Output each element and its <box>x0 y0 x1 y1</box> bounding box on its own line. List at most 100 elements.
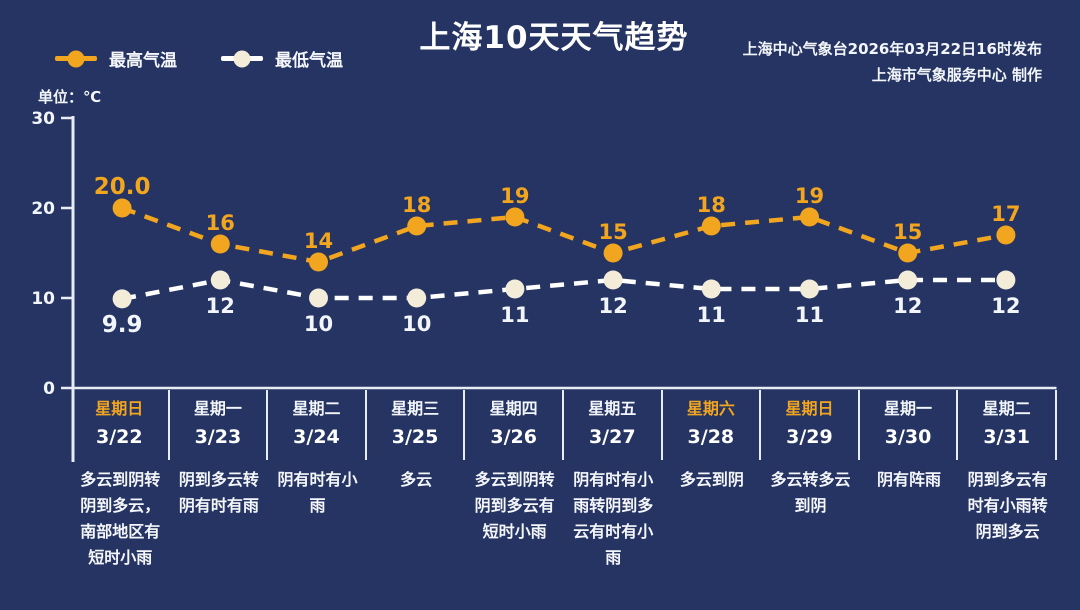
day-cell: 星期五 3/27 <box>564 390 663 460</box>
weekday-label: 星期三 <box>391 399 440 418</box>
low-temp-value-label: 9.9 <box>102 312 143 338</box>
legend-item-high-temp: 最高气温 <box>55 46 177 71</box>
low-temp-marker <box>309 288 328 308</box>
low-temp-value-label: 12 <box>991 294 1020 318</box>
day-cell: 星期一 3/23 <box>170 390 269 460</box>
issued-line: 上海中心气象台2026年03月22日16时发布 <box>742 40 1042 58</box>
legend: 最高气温 最低气温 <box>55 46 343 71</box>
producer-line: 上海市气象服务中心 制作 <box>871 66 1042 84</box>
weekday-label: 星期六 <box>686 399 735 418</box>
low-temp-value-label: 10 <box>402 312 431 336</box>
high-temp-marker-icon <box>67 50 85 67</box>
day-cell: 星期四 3/26 <box>465 390 564 460</box>
weather-text: 阴有时有小雨 <box>277 470 358 515</box>
high-temp-marker <box>996 225 1016 245</box>
high-temp-line-swatch <box>55 50 97 67</box>
low-temp-marker <box>210 270 230 290</box>
high-temp-value-label: 18 <box>402 193 431 217</box>
day-cell: 星期六 3/28 <box>663 390 762 460</box>
legend-high-temp-label: 最高气温 <box>109 51 177 71</box>
high-temp-value-label: 20.0 <box>94 174 151 200</box>
date-label: 3/23 <box>194 426 242 448</box>
high-temp-marker <box>800 207 819 227</box>
weekday-label: 星期二 <box>982 399 1031 418</box>
unit-label: 单位：℃ <box>38 88 102 106</box>
high-temp-value-label: 15 <box>893 220 922 244</box>
weekday-label: 星期二 <box>292 399 341 418</box>
high-temp-marker <box>112 198 132 218</box>
weather-text: 阴到多云有时有小雨转阴到多云 <box>967 470 1048 541</box>
weather-cell: 阴到多云转阴有时有雨 <box>170 467 269 571</box>
low-temp-value-label: 11 <box>697 303 726 327</box>
date-label: 3/26 <box>490 426 537 448</box>
day-date-table: 星期日 3/22 星期一 3/23 星期二 3/24 星期三 3/25 星期四 3/26 星期五 3/… <box>71 390 1057 460</box>
low-temp-marker <box>603 270 623 290</box>
high-temp-marker <box>309 252 328 272</box>
low-temp-line <box>121 277 1006 302</box>
day-cell: 星期二 3/31 <box>958 390 1057 460</box>
high-temp-marker <box>701 216 721 236</box>
date-label: 3/30 <box>884 426 932 448</box>
legend-item-low-temp: 最低气温 <box>221 46 343 71</box>
high-temp-value-label: 19 <box>795 184 824 208</box>
low-temp-marker <box>407 288 427 308</box>
high-temp-marker <box>210 234 230 254</box>
low-temp-value-label: 12 <box>206 294 235 318</box>
weather-text: 阴有时有小雨转阴到多云有时有小雨 <box>573 470 654 567</box>
low-temp-marker <box>996 270 1016 290</box>
day-cell: 星期日 3/22 <box>71 390 170 460</box>
high-temp-value-label: 14 <box>304 229 333 253</box>
date-label: 3/31 <box>983 426 1030 448</box>
day-cell: 星期日 3/29 <box>761 390 860 460</box>
legend-low-temp-label: 最低气温 <box>275 51 343 71</box>
low-temp-marker <box>800 279 819 299</box>
weekday-label: 星期日 <box>785 399 834 418</box>
high-temp-value-label: 16 <box>206 211 235 235</box>
weather-cell: 阴有阵雨 <box>860 467 959 571</box>
weather-cell: 多云到阴转阴到多云有短时小雨 <box>465 467 564 571</box>
weather-text: 阴到多云转阴有时有雨 <box>178 470 259 515</box>
page-title: 上海10天天气趋势 <box>419 20 689 56</box>
weather-text: 多云 <box>400 470 433 489</box>
low-temp-value-label: 10 <box>304 312 333 336</box>
low-temp-value-label: 11 <box>500 303 529 327</box>
date-label: 3/27 <box>588 426 636 448</box>
weather-cell: 阴有时有小雨转阴到多云有时有小雨 <box>564 467 663 571</box>
weather-text: 阴有阵雨 <box>877 470 942 489</box>
weekday-label: 星期五 <box>588 399 637 418</box>
low-temp-marker-icon <box>233 50 251 67</box>
day-cell: 星期二 3/24 <box>268 390 367 460</box>
date-label: 3/29 <box>786 426 833 448</box>
weather-cell: 多云转多云到阴 <box>761 467 860 571</box>
weather-cell: 阴到多云有时有小雨转阴到多云 <box>958 467 1057 571</box>
weather-description-row: 多云到阴转阴到多云，南部地区有短时小雨 阴到多云转阴有时有雨 阴有时有小雨 多云 多云到… <box>71 467 1057 571</box>
low-temp-marker <box>898 270 918 290</box>
low-temp-marker <box>701 279 721 299</box>
date-label: 3/24 <box>293 426 340 448</box>
high-temp-value-label: 18 <box>697 193 726 217</box>
low-temp-marker <box>112 289 132 309</box>
weather-cell: 多云 <box>367 467 466 571</box>
high-temp-marker <box>603 243 623 263</box>
weather-cell: 阴有时有小雨 <box>268 467 367 571</box>
y-axis-tick-label: 30 <box>31 109 55 129</box>
y-axis-tick-label: 0 <box>43 379 55 399</box>
date-label: 3/28 <box>687 426 735 448</box>
weekday-label: 星期一 <box>884 399 933 418</box>
high-temp-line <box>121 205 1007 265</box>
weather-text: 多云转多云到阴 <box>770 470 851 515</box>
weekday-label: 星期一 <box>193 399 242 418</box>
day-cell: 星期一 3/30 <box>860 390 959 460</box>
weather-text: 多云到阴转阴到多云，南部地区有短时小雨 <box>80 470 161 567</box>
high-temp-marker <box>407 216 427 236</box>
high-temp-value-label: 15 <box>598 220 627 244</box>
day-cell: 星期三 3/25 <box>367 390 466 460</box>
y-axis-tick-label: 10 <box>31 289 55 309</box>
low-temp-line-swatch <box>221 50 263 67</box>
date-label: 3/22 <box>95 426 143 448</box>
weekday-label: 星期四 <box>489 399 538 418</box>
publisher-info: 上海中心气象台2026年03月22日16时发布 上海市气象服务中心 制作 <box>743 36 1042 88</box>
low-temp-marker <box>505 279 525 299</box>
